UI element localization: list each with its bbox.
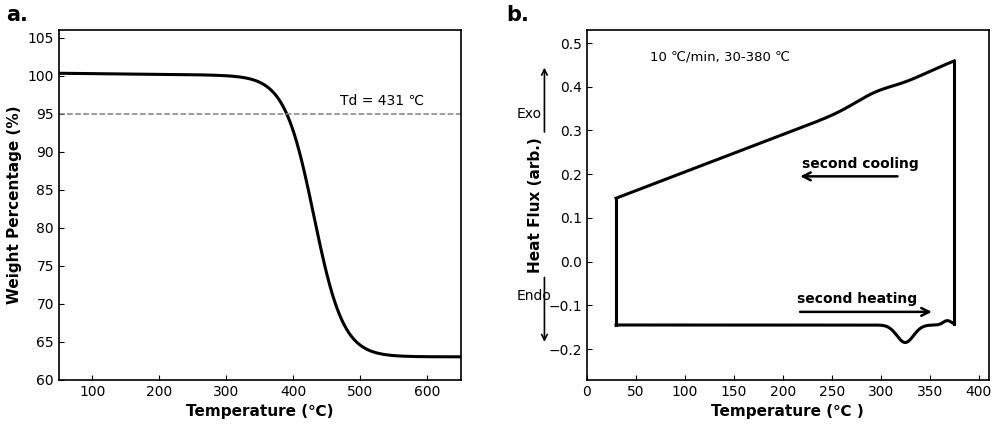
Y-axis label: Weight Percentage (%): Weight Percentage (%) [7, 106, 22, 304]
Text: second cooling: second cooling [802, 157, 919, 171]
X-axis label: Temperature (℃): Temperature (℃) [186, 404, 333, 419]
Text: Exo: Exo [516, 107, 541, 121]
Text: b.: b. [506, 6, 529, 26]
X-axis label: Temperature (℃ ): Temperature (℃ ) [711, 404, 864, 419]
Text: second heating: second heating [797, 292, 918, 306]
Text: a.: a. [6, 6, 28, 26]
Text: Endo: Endo [516, 289, 551, 303]
Text: 10 ℃/min, 30-380 ℃: 10 ℃/min, 30-380 ℃ [650, 51, 790, 63]
Y-axis label: Heat Flux (arb.): Heat Flux (arb.) [528, 137, 543, 273]
Text: Td = 431 ℃: Td = 431 ℃ [340, 93, 424, 107]
